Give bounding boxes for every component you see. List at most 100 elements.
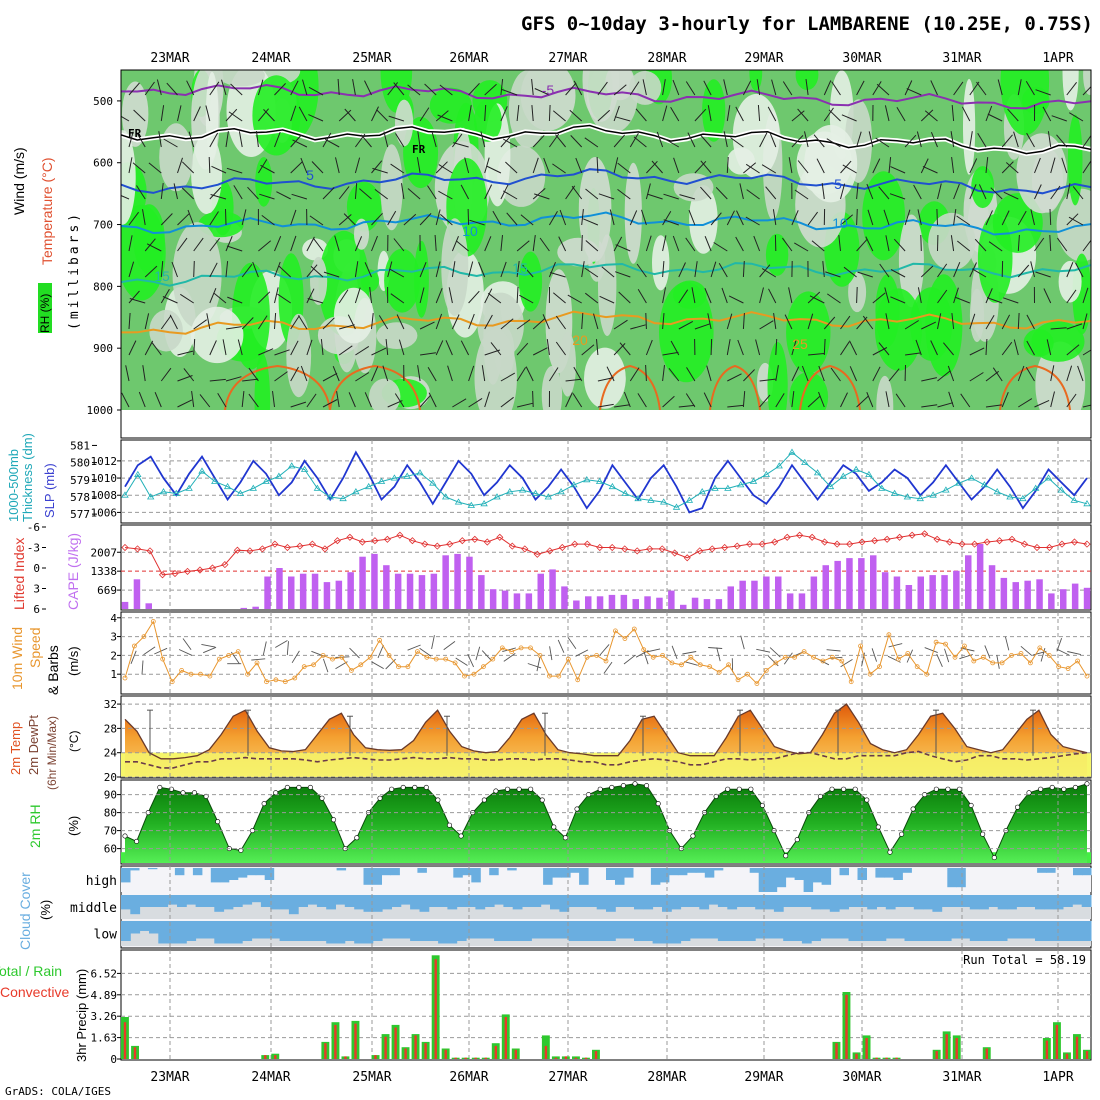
- wind-barb: [598, 193, 615, 200]
- thickness-point: [1070, 496, 1078, 503]
- contour-label: 10: [462, 223, 478, 239]
- cloud-bar: [568, 895, 579, 907]
- wind-barb: [451, 236, 459, 252]
- cape-bar: [561, 586, 568, 609]
- wind-barb: [613, 105, 620, 122]
- cloud-bar: [923, 921, 933, 941]
- lifted-index-point: [433, 542, 441, 550]
- wind-barb: [447, 365, 453, 382]
- cloud-bar: [960, 921, 971, 939]
- wind-barb: [435, 340, 444, 356]
- wind10-point: [377, 637, 383, 643]
- wind-barb: [121, 115, 130, 122]
- wind-barb: [162, 296, 178, 304]
- wind-barb: [158, 131, 162, 148]
- cape-bar: [703, 599, 711, 609]
- wind-barb: [960, 393, 971, 408]
- cape-bar: [430, 573, 438, 609]
- wind-barb: [807, 313, 814, 330]
- thickness-point: [903, 493, 912, 500]
- wind-barb: [193, 260, 195, 278]
- wind-barb: [917, 287, 922, 304]
- precip-label-a: Total / Rain: [0, 963, 62, 979]
- thickness-point: [736, 481, 745, 488]
- cloud-bar: [552, 868, 562, 878]
- wind-barb: [171, 261, 178, 278]
- wind-barb: [1050, 391, 1055, 408]
- wind-barb: [128, 261, 135, 278]
- wind10-barb: [603, 661, 613, 674]
- wind-barb: [811, 240, 825, 252]
- wind-barb: [823, 316, 836, 330]
- wind-barb: [581, 234, 583, 252]
- rh-units: (%): [66, 816, 81, 836]
- tick-label: 28: [104, 722, 117, 735]
- cloud-bar: [695, 868, 706, 873]
- lifted-index-point: [1033, 543, 1041, 552]
- rh-shading: [121, 70, 1091, 410]
- cape-bar: [786, 593, 794, 609]
- cape-bar: [988, 565, 996, 609]
- cloud-bar: [149, 895, 159, 907]
- wind-barb: [565, 378, 582, 382]
- wind-barb: [484, 236, 492, 252]
- rh-point: [852, 786, 858, 792]
- wind10-barb: [203, 646, 217, 654]
- cape-bar: [573, 600, 580, 609]
- wind-barb: [920, 234, 922, 252]
- tick-label: 1010: [91, 472, 118, 485]
- wind-barb: [746, 189, 760, 200]
- wind-barb: [558, 236, 567, 252]
- wind-barb: [1051, 115, 1067, 122]
- lifted-index-point: [508, 542, 516, 550]
- temperature-contour: [121, 168, 1091, 195]
- wind-barb: [438, 164, 453, 174]
- wind-barb: [435, 288, 443, 304]
- wind-barb: [160, 261, 164, 278]
- rh-point: [377, 795, 383, 801]
- cloud-bar: [794, 868, 805, 880]
- wind-barb: [956, 240, 971, 252]
- cloud-bar: [773, 895, 784, 912]
- wind-barb: [1003, 297, 1019, 304]
- cape-bar: [323, 582, 331, 609]
- wind-barb: [1050, 157, 1056, 174]
- wind-barb: [878, 342, 890, 356]
- cape-bar: [335, 580, 343, 609]
- temperature-contour: [121, 211, 1091, 236]
- wind-barb: [378, 315, 389, 330]
- cloud-bar: [447, 895, 458, 910]
- wind10-point: [1056, 664, 1062, 670]
- cloud-bar: [512, 895, 523, 910]
- lifted-index-point: [946, 538, 954, 546]
- cloud-bar: [419, 895, 430, 912]
- wind-barb: [694, 108, 707, 122]
- cloud-bar: [997, 895, 1008, 910]
- wind-barb: [128, 211, 140, 226]
- cloud-bar: [652, 921, 663, 944]
- thickness-point: [698, 488, 706, 495]
- cloud-bar: [400, 895, 411, 905]
- cloud-bar: [689, 921, 700, 939]
- wind10-point: [547, 673, 552, 679]
- wind-barb: [186, 80, 195, 96]
- wind-barb: [252, 261, 259, 278]
- wind10-point: [150, 619, 156, 624]
- rh-point: [458, 833, 464, 839]
- rh-label: 2m RH: [27, 804, 43, 848]
- wind10-point: [792, 654, 797, 660]
- rh-blob: [483, 293, 503, 385]
- cloud-bar: [522, 921, 532, 941]
- wind-barb: [359, 188, 372, 200]
- thickness-point: [801, 458, 809, 465]
- wind-barb: [1066, 344, 1080, 356]
- wind-barb: [336, 391, 340, 408]
- upper-label-temp: Temperature (°C): [39, 157, 55, 265]
- wind-barb: [417, 131, 421, 148]
- wind-barb: [767, 106, 777, 122]
- wind-barb: [484, 157, 490, 174]
- rh-blob: [395, 99, 414, 147]
- rh-point: [794, 837, 800, 843]
- cape-bar: [121, 601, 129, 609]
- wind10-point: [688, 654, 694, 660]
